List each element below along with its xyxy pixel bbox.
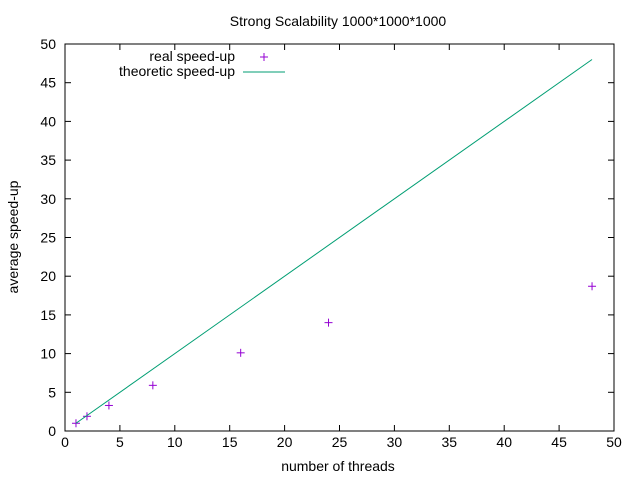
- y-tick-label: 40: [40, 113, 56, 129]
- x-tick-label: 50: [606, 434, 622, 450]
- legend: real speed-up theoretic speed-up: [119, 48, 285, 79]
- x-tick-label: 10: [167, 434, 183, 450]
- y-tick-label: 10: [40, 346, 56, 362]
- x-tick-label: 35: [442, 434, 458, 450]
- data-point: [324, 318, 333, 327]
- series-line-theoretic: [75, 59, 593, 424]
- legend-swatch-real: [260, 53, 268, 61]
- legend-label-theoretic: theoretic speed-up: [119, 63, 235, 79]
- y-tick-label: 25: [40, 230, 56, 246]
- data-point: [82, 412, 91, 421]
- x-axis: 0 5 10 15 20 25 30 35 40 45 50: [61, 44, 622, 450]
- plot-area: [71, 59, 597, 428]
- y-tick-label: 5: [48, 384, 56, 400]
- data-point: [236, 348, 245, 357]
- y-tick-label: 45: [40, 75, 56, 91]
- y-tick-label: 0: [48, 423, 56, 439]
- x-tick-label: 0: [61, 434, 69, 450]
- x-tick-label: 45: [551, 434, 567, 450]
- x-tick-label: 30: [387, 434, 403, 450]
- y-tick-label: 35: [40, 152, 56, 168]
- chart-title: Strong Scalability 1000*1000*1000: [230, 13, 447, 29]
- x-tick-label: 15: [222, 434, 238, 450]
- data-point: [588, 282, 597, 291]
- data-point: [104, 401, 113, 410]
- y-tick-label: 30: [40, 191, 56, 207]
- y-tick-label: 15: [40, 307, 56, 323]
- x-tick-label: 5: [116, 434, 124, 450]
- legend-label-real: real speed-up: [149, 48, 235, 64]
- y-axis: 0 5 10 15 20 25 30 35 40 45 50: [40, 36, 614, 439]
- x-axis-label: number of threads: [281, 458, 395, 474]
- x-tick-label: 40: [496, 434, 512, 450]
- x-tick-label: 20: [277, 434, 293, 450]
- y-tick-label: 20: [40, 268, 56, 284]
- y-axis-label: average speed-up: [5, 180, 21, 293]
- data-point: [148, 381, 157, 390]
- y-tick-label: 50: [40, 36, 56, 52]
- x-tick-label: 25: [332, 434, 348, 450]
